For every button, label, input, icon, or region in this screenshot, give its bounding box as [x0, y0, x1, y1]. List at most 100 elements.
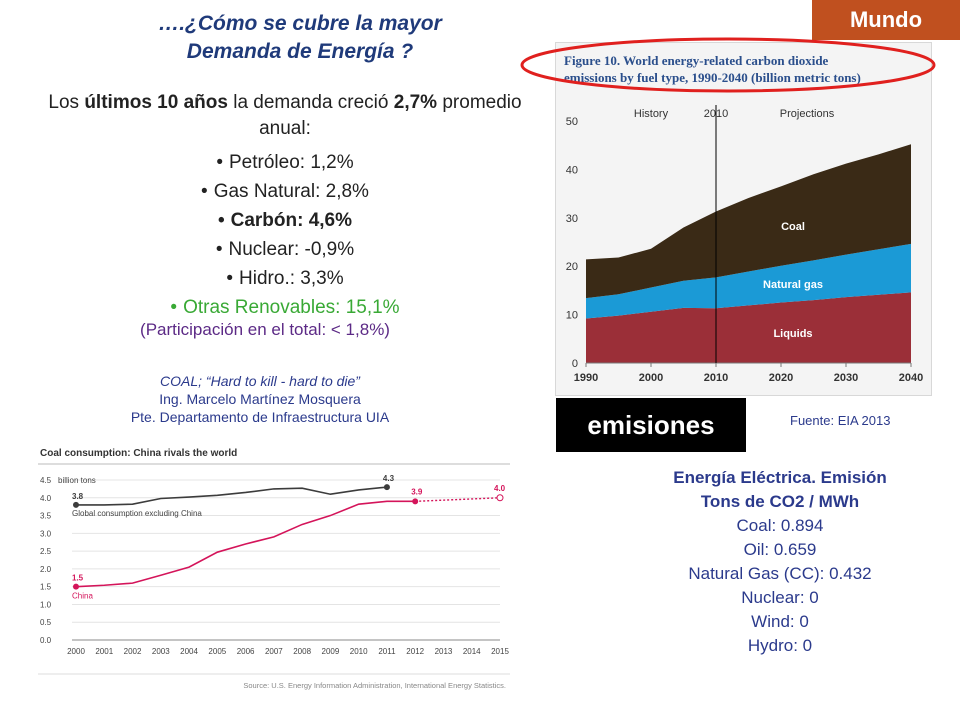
intro-post: promedio anual:: [259, 92, 522, 139]
divider-year-label: 2010: [704, 108, 728, 120]
slide-title-line1: ….¿Cómo se cubre la mayor: [158, 12, 442, 35]
y-tick-label: 0: [572, 358, 578, 370]
coal-quote: COAL; “Hard to kill - hard to die” Ing. …: [60, 372, 460, 426]
intro-pre: Los: [48, 92, 85, 113]
bullet-item: • Hidro.: 3,3%: [226, 268, 344, 289]
x-tick-label: 2003: [152, 647, 170, 656]
y-tick-label: 4.5: [40, 476, 52, 485]
intro-mid: la demanda creció: [227, 92, 394, 113]
y-tick-label: 0.5: [40, 618, 52, 627]
x-tick-label: 2000: [639, 372, 663, 384]
y-tick-label: 2.5: [40, 547, 52, 556]
elec-row: Hydro: 0: [747, 636, 813, 655]
x-tick-label: 2040: [899, 372, 923, 384]
source-note: Fuente: EIA 2013: [790, 413, 891, 428]
elec-row: Wind: 0: [751, 612, 809, 631]
data-label: 3.8: [72, 492, 84, 501]
quote-line3: Pte. Departamento de Infraestructura UIA: [130, 409, 390, 425]
data-label: 3.9: [411, 487, 423, 496]
area-coal: [586, 144, 911, 299]
y-tick-label: 1.0: [40, 600, 52, 609]
series-name-label: Global consumption excluding China: [72, 509, 202, 518]
elec-row: Oil: 0.659: [743, 540, 817, 559]
end-point: [383, 484, 390, 491]
projection-point: [496, 494, 504, 502]
y-tick-label: 40: [566, 164, 578, 176]
elec-row: Coal: 0.894: [736, 516, 824, 535]
bullet-item: • Nuclear: -0,9%: [215, 239, 355, 260]
china-chart-source: Source: U.S. Energy Information Administ…: [243, 681, 506, 690]
elec-title2: Tons de CO2 / MWh: [700, 492, 860, 511]
elec-row: Nuclear: 0: [741, 588, 819, 607]
x-tick-label: 2004: [180, 647, 198, 656]
series-label: Coal: [781, 221, 805, 233]
area-natural-gas: [586, 243, 911, 319]
intro-bold2: 2,7%: [393, 92, 438, 113]
china-coal-panel: Coal consumption: China rivals the world…: [38, 442, 510, 698]
x-tick-label: 2005: [208, 647, 226, 656]
participation-note: (Participación en el total: < 1,8%): [140, 320, 390, 339]
series-line-1: [75, 500, 416, 588]
x-tick-label: 2014: [463, 647, 481, 656]
intro-text: Los últimos 10 años la demanda creció 2,…: [20, 90, 550, 142]
slide-title-line2: Demanda de Energía ?: [186, 40, 414, 63]
y-tick-label: 3.5: [40, 512, 52, 521]
y-tick-label: 10: [566, 310, 578, 322]
x-tick-label: 2002: [124, 647, 142, 656]
projections-label: Projections: [780, 108, 835, 120]
highlight-ellipse: [520, 37, 936, 93]
x-tick-label: 1990: [574, 372, 598, 384]
x-tick-label: 2012: [406, 647, 424, 656]
x-tick-label: 2000: [67, 647, 85, 656]
x-tick-label: 2020: [769, 372, 793, 384]
y-tick-label: 30: [566, 213, 578, 225]
y-tick-label: 50: [566, 116, 578, 128]
slide-title: ….¿Cómo se cubre la mayor Demanda de Ene…: [100, 10, 500, 66]
x-tick-label: 2001: [95, 647, 113, 656]
growth-bullets: • Petróleo: 1,2% • Gas Natural: 2,8% • Carb…: [20, 148, 550, 322]
x-tick-label: 2010: [350, 647, 368, 656]
bullet-item: • Petróleo: 1,2%: [216, 152, 354, 173]
x-tick-label: 2030: [834, 372, 858, 384]
y-tick-label: 20: [566, 261, 578, 273]
y-tick-label: 4.0: [40, 494, 52, 503]
history-label: History: [634, 108, 669, 120]
bullet-item: • Carbón: 4,6%: [217, 210, 353, 231]
bullet-item: • Otras Renovables: 15,1%: [170, 297, 400, 318]
x-tick-label: 2006: [237, 647, 255, 656]
x-tick-label: 2010: [704, 372, 728, 384]
x-tick-label: 2009: [322, 647, 340, 656]
x-tick-label: 2011: [378, 647, 396, 656]
electricity-emissions: Energía Eléctrica. Emisión Tons de CO2 /…: [600, 466, 960, 658]
y-tick-label: 3.0: [40, 529, 52, 538]
quote-line2: Ing. Marcelo Martínez Mosquera: [159, 391, 361, 407]
data-label: 1.5: [72, 574, 84, 583]
elec-title1: Energía Eléctrica. Emisión: [673, 468, 887, 487]
data-label: 4.0: [494, 484, 506, 493]
series-line-0: [76, 486, 388, 506]
elec-row: Natural Gas (CC): 0.432: [688, 564, 872, 583]
start-point: [73, 501, 79, 508]
y-tick-label: 2.0: [40, 565, 52, 574]
fig10-title-line1: Figure 10. World energy-related carbon d…: [564, 53, 829, 68]
x-tick-label: 2013: [435, 647, 453, 656]
fig10-title-line2: emissions by fuel type, 1990-2040 (billi…: [564, 70, 861, 85]
series-label: Liquids: [773, 328, 812, 340]
fig10-chart: Figure 10. World energy-related carbon d…: [564, 53, 923, 384]
projection-line: [415, 497, 501, 503]
y-tick-label: 1.5: [40, 583, 52, 592]
x-tick-label: 2007: [265, 647, 283, 656]
x-tick-label: 2008: [293, 647, 311, 656]
intro-bold: últimos 10 años: [84, 92, 228, 113]
bullet-item: • Gas Natural: 2,8%: [201, 181, 369, 202]
end-point: [412, 498, 419, 505]
series-name-label: China: [72, 592, 93, 601]
series-label: Natural gas: [763, 279, 823, 291]
fig10-panel: Figure 10. World energy-related carbon d…: [555, 42, 932, 396]
region-badge: Mundo: [812, 0, 960, 40]
start-point: [73, 583, 79, 590]
quote-line1: COAL; “Hard to kill - hard to die”: [160, 373, 360, 389]
china-chart-title: Coal consumption: China rivals the world: [40, 448, 237, 459]
data-label: 4.3: [383, 474, 395, 483]
china-coal-chart: Coal consumption: China rivals the world…: [38, 448, 510, 690]
